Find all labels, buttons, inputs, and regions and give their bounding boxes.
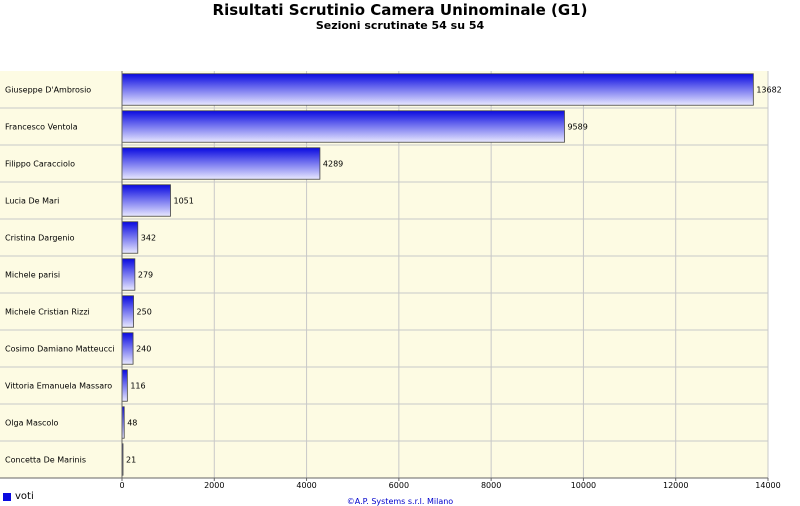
x-tick-label: 14000 bbox=[755, 481, 780, 490]
data-label: 9589 bbox=[567, 123, 587, 132]
data-label: 1051 bbox=[173, 197, 193, 206]
category-label: Francesco Ventola bbox=[5, 123, 78, 132]
x-tick-label: 2000 bbox=[204, 481, 224, 490]
x-tick-label: 0 bbox=[119, 481, 124, 490]
chart-subtitle: Sezioni scrutinate 54 su 54 bbox=[315, 19, 485, 32]
category-label: Olga Mascolo bbox=[5, 419, 59, 428]
category-label: Filippo Caracciolo bbox=[5, 160, 75, 169]
x-tick-label: 8000 bbox=[481, 481, 501, 490]
category-label: Michele Cristian Rizzi bbox=[5, 308, 90, 317]
bar bbox=[121, 258, 136, 291]
bar bbox=[121, 369, 128, 402]
category-label: Lucia De Mari bbox=[5, 197, 59, 206]
data-label: 279 bbox=[138, 271, 153, 280]
data-label: 116 bbox=[130, 382, 145, 391]
data-label: 48 bbox=[127, 419, 137, 428]
legend-label: voti bbox=[15, 491, 34, 502]
x-tick-label: 10000 bbox=[571, 481, 596, 490]
category-label: Cosimo Damiano Matteucci bbox=[5, 345, 115, 354]
data-label: 240 bbox=[136, 345, 151, 354]
data-label: 13682 bbox=[756, 86, 781, 95]
data-label: 250 bbox=[137, 308, 152, 317]
copyright-footer: ©A.P. Systems s.r.l. Milano bbox=[346, 497, 454, 506]
chart-title: Risultati Scrutinio Camera Uninominale (… bbox=[212, 1, 588, 19]
bar bbox=[121, 221, 139, 254]
category-label: Michele parisi bbox=[5, 271, 60, 280]
legend: voti bbox=[3, 491, 34, 502]
x-tick-label: 4000 bbox=[296, 481, 316, 490]
x-tick-label: 12000 bbox=[663, 481, 688, 490]
data-label: 21 bbox=[126, 456, 136, 465]
category-label: Vittoria Emanuela Massaro bbox=[5, 382, 112, 391]
category-label: Giuseppe D'Ambrosio bbox=[5, 86, 91, 95]
legend-swatch bbox=[3, 492, 11, 501]
label-area bbox=[0, 71, 122, 478]
bar bbox=[121, 184, 171, 217]
category-label: Cristina Dargenio bbox=[5, 234, 75, 243]
data-label: 342 bbox=[141, 234, 156, 243]
category-label: Concetta De Marinis bbox=[5, 456, 86, 465]
bars: 13682 9589 4289 1051 342 279 250 240 116 48 21 bbox=[121, 73, 782, 476]
category-rows: Giuseppe D'Ambrosio Francesco Ventola Fili… bbox=[0, 86, 768, 479]
x-axis: 0 2000 4000 6000 8000 10000 12000 14000 bbox=[0, 71, 781, 490]
bar bbox=[121, 110, 565, 143]
bar bbox=[121, 147, 321, 180]
bar bbox=[121, 332, 134, 365]
bar bbox=[121, 295, 134, 328]
bar bbox=[121, 73, 754, 106]
x-tick-label: 6000 bbox=[389, 481, 409, 490]
data-label: 4289 bbox=[323, 160, 343, 169]
